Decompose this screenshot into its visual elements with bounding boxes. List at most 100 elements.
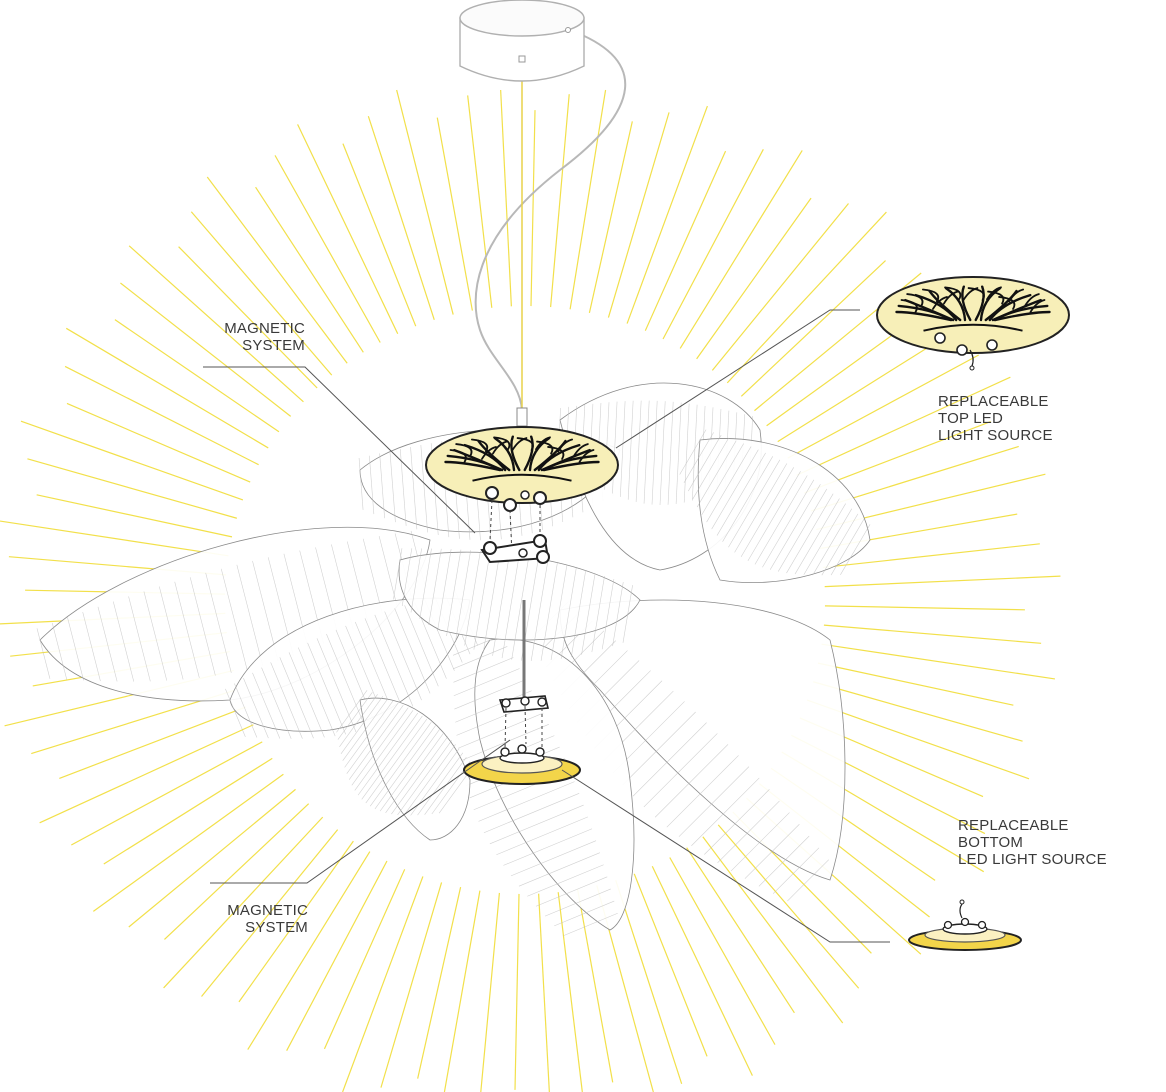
ceiling-canopy-icon	[459, 0, 585, 82]
light-ray	[201, 829, 339, 997]
light-ray	[806, 699, 1030, 780]
light-ray	[120, 282, 292, 417]
light-ray	[436, 117, 473, 311]
label-line: REPLACEABLE	[938, 393, 1049, 410]
light-ray	[297, 124, 399, 335]
light-ray	[726, 211, 887, 384]
top-led-module-exploded-icon	[876, 276, 1070, 371]
light-ray	[514, 893, 520, 1090]
light-ray	[711, 203, 849, 371]
led-coral-pattern	[444, 435, 600, 482]
light-ray	[787, 354, 979, 459]
light-ray	[607, 112, 670, 318]
leader-lines	[203, 309, 890, 943]
light-ray	[65, 327, 269, 449]
light-ray	[128, 245, 304, 403]
label-magnetic-system-bottom: MAGNETIC SYSTEM	[198, 902, 308, 936]
label-line: MAGNETIC	[227, 902, 308, 919]
diffuser-petal	[679, 429, 871, 583]
light-ray	[662, 149, 764, 340]
label-magnetic-system-top: MAGNETIC SYSTEM	[195, 320, 305, 354]
label-replaceable-top-led: REPLACEABLE TOP LED LIGHT SOURCE	[938, 393, 1053, 444]
light-ray	[777, 335, 947, 443]
label-replaceable-bottom-led: REPLACEABLE BOTTOM LED LIGHT SOURCE	[958, 817, 1107, 868]
light-ray	[286, 860, 388, 1051]
light-ray	[813, 681, 1023, 742]
light-ray	[238, 840, 354, 1003]
light-ray	[702, 836, 844, 1024]
light-ray	[588, 121, 633, 313]
label-line: BOTTOM	[958, 834, 1024, 851]
light-ray	[71, 741, 263, 846]
light-ray	[740, 260, 886, 397]
light-ray	[443, 890, 481, 1092]
light-ray	[796, 376, 1011, 476]
light-ray	[824, 575, 1061, 588]
bottom-led-module-exploded-icon	[908, 899, 1022, 951]
light-ray	[396, 89, 454, 315]
light-ray	[823, 624, 1042, 644]
light-ray	[550, 94, 570, 308]
light-ray	[367, 115, 435, 320]
cable-clamp	[516, 407, 528, 427]
bottom-led-module-icon	[463, 600, 581, 785]
light-ray	[20, 420, 244, 501]
light-ray	[577, 889, 614, 1083]
light-ray	[633, 873, 708, 1057]
top-led-module-icon	[425, 426, 619, 564]
light-ray	[821, 643, 1055, 680]
light-ray	[36, 494, 233, 538]
light-ray	[178, 246, 318, 389]
leader-replaceable-top	[615, 309, 860, 449]
label-line: MAGNETIC	[224, 320, 305, 337]
leader-magnetic-top	[203, 366, 476, 534]
light-ray	[696, 197, 812, 360]
light-ray	[824, 605, 1025, 611]
light-ray	[686, 847, 795, 1014]
light-ray	[467, 95, 493, 308]
light-ray	[530, 110, 536, 307]
light-ray	[92, 773, 284, 912]
diffuser-petal	[336, 690, 474, 841]
light-ray	[651, 865, 753, 1076]
light-ray	[114, 319, 280, 433]
light-ray	[380, 882, 443, 1088]
label-line: LIGHT SOURCE	[938, 427, 1053, 444]
light-ray	[206, 176, 348, 364]
leader-magnetic-bottom	[210, 739, 511, 884]
label-line: SYSTEM	[245, 919, 308, 936]
light-ray	[626, 105, 708, 324]
light-ray	[0, 520, 229, 557]
label-line: SYSTEM	[242, 337, 305, 354]
light-ray	[342, 143, 417, 327]
light-ray	[417, 887, 462, 1079]
light-ray	[323, 869, 406, 1050]
light-ray	[538, 893, 550, 1092]
light-ray	[480, 892, 500, 1092]
light-ray	[500, 89, 512, 307]
light-ray	[39, 724, 254, 824]
magnetic-connector-icon	[485, 486, 547, 512]
light-ray	[128, 788, 296, 928]
light-ray	[255, 186, 364, 353]
light-ray	[817, 662, 1014, 706]
light-ray	[66, 402, 251, 483]
light-ray	[557, 892, 583, 1092]
label-line: TOP LED	[938, 410, 1004, 427]
light-ray	[717, 824, 860, 989]
light-ray	[163, 816, 324, 989]
light-ray	[342, 876, 424, 1092]
led-coral-pattern	[895, 285, 1051, 332]
light-ray	[247, 851, 371, 1050]
light-ray	[569, 89, 607, 310]
power-cable	[474, 29, 626, 411]
light-ray	[164, 803, 310, 940]
magnet-plate	[480, 534, 550, 564]
light-ray	[823, 543, 1040, 569]
light-ray	[274, 155, 381, 343]
light-ray	[27, 458, 237, 519]
light-ray	[669, 857, 776, 1045]
light-ray	[644, 150, 727, 331]
suspension	[459, 0, 626, 427]
